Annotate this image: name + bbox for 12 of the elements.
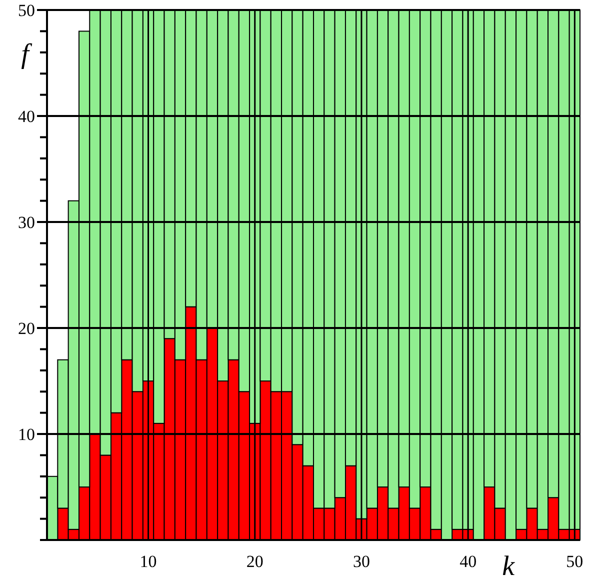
x-tick-label: 20: [246, 552, 264, 571]
x-tick-label: 40: [460, 552, 477, 571]
y-tick-label: 20: [18, 318, 35, 338]
y-tick-label: 30: [18, 212, 35, 232]
y-tick-label: 40: [18, 106, 35, 126]
y-tick-label: 10: [18, 424, 35, 444]
y-tick-label: 50: [18, 0, 35, 20]
x-tick-label: 30: [352, 552, 370, 571]
x-axis-title: k: [502, 551, 516, 582]
x-tick-label: 10: [140, 552, 157, 571]
x-tick-label: 50: [566, 552, 584, 571]
y-axis-title: f: [21, 39, 32, 70]
